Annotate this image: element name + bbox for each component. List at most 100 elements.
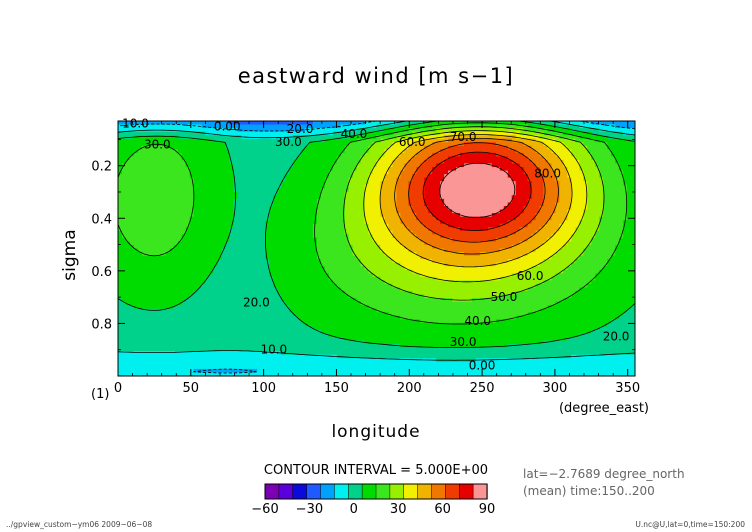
contour-fill-cell: [591, 135, 596, 140]
contour-fill-cell: [583, 135, 588, 140]
contour-fill-cell: [213, 195, 219, 200]
contour-fill-cell: [165, 174, 171, 179]
contour-fill-cell: [575, 184, 580, 189]
contour-fill-cell: [400, 184, 405, 189]
contour-fill-cell: [475, 227, 481, 232]
contour-fill-cell: [141, 167, 147, 172]
contour-fill-cell: [213, 159, 219, 165]
contour-fill-cell: [507, 227, 513, 232]
contour-fill-cell: [118, 195, 123, 200]
contour-fill-cell: [336, 145, 342, 150]
contour-fill-cell: [332, 202, 338, 207]
contour-fill-cell: [563, 237, 568, 243]
contour-fill-cell: [539, 198, 545, 204]
contour-fill-cell: [205, 241, 211, 246]
contour-fill-cell: [165, 206, 171, 211]
contour-fill-cell: [312, 198, 318, 204]
contour-fill-cell: [269, 121, 274, 126]
contour-fill-cell: [225, 188, 230, 193]
contour-fill-cell: [499, 227, 505, 232]
contour-fill-cell: [173, 230, 179, 235]
contour-fill-cell: [467, 213, 473, 218]
contour-fill-cell: [491, 234, 497, 239]
contour-fill-cell: [157, 223, 163, 228]
contour-fill-cell: [432, 206, 437, 211]
contour-fill-cell: [567, 252, 572, 257]
contour-fill-cell: [424, 121, 429, 126]
contour-fill-cell: [253, 121, 258, 126]
contour-fill-cell: [281, 241, 286, 246]
contour-fill-cell: [416, 209, 421, 214]
contour-fill-cell: [463, 216, 469, 221]
contour-fill-cell: [487, 163, 493, 168]
contour-fill-cell: [595, 174, 600, 179]
contour-fill-cell: [340, 252, 346, 257]
contour-fill-cell: [197, 191, 203, 196]
contour-fill-cell: [444, 145, 449, 150]
contour-fill-cell: [181, 227, 187, 232]
contour-fill-cell: [324, 167, 330, 172]
contour-fill-cell: [149, 206, 155, 211]
contour-fill-cell: [428, 177, 433, 182]
contour-fill-cell: [324, 135, 330, 140]
contour-fill-cell: [523, 145, 529, 150]
contour-fill-cell: [511, 149, 517, 154]
contour-fill-cell: [420, 206, 425, 211]
contour-fill-cell: [308, 230, 314, 235]
contour-fill-cell: [603, 149, 608, 154]
contour-fill-cell: [344, 138, 350, 143]
contour-fill-cell: [193, 241, 199, 246]
contour-fill-cell: [619, 237, 624, 243]
contour-fill-cell: [173, 156, 179, 161]
contour-fill-cell: [599, 223, 604, 228]
contour-fill-cell: [352, 248, 358, 253]
contour-fill-cell: [145, 149, 151, 154]
contour-fill-cell: [129, 213, 135, 218]
contour-fill-cell: [121, 135, 127, 140]
contour-fill-cell: [121, 213, 127, 218]
contour-fill-cell: [571, 181, 576, 186]
contour-fill-cell: [241, 223, 246, 228]
contour-fill-cell: [213, 131, 219, 136]
contour-fill-cell: [121, 138, 127, 143]
contour-fill-cell: [416, 195, 421, 200]
contour-fill-cell: [157, 167, 163, 172]
contour-fill-cell: [133, 152, 139, 158]
contour-fill-cell: [372, 209, 378, 214]
contour-fill-cell: [515, 223, 521, 228]
contour-fill-cell: [312, 191, 318, 196]
contour-fill-cell: [388, 191, 394, 196]
contour-fill-cell: [348, 135, 354, 140]
contour-fill-cell: [559, 184, 565, 189]
contour-fill-cell: [145, 234, 151, 239]
contour-fill-cell: [539, 248, 545, 253]
contour-fill-cell: [487, 244, 493, 250]
contour-fill-cell: [277, 227, 282, 232]
contour-fill-cell: [304, 237, 310, 243]
contour-fill-cell: [137, 149, 143, 154]
contour-fill-cell: [543, 159, 549, 165]
contour-fill-cell: [563, 149, 568, 154]
contour-fill-cell: [483, 131, 489, 136]
contour-fill-cell: [157, 145, 163, 150]
contour-fill-cell: [169, 142, 175, 147]
contour-fill-cell: [225, 241, 230, 246]
contour-fill-cell: [471, 142, 477, 147]
contour-fill-cell: [463, 149, 469, 154]
contour-fill-cell: [388, 159, 394, 165]
contour-fill-cell: [503, 184, 509, 189]
contour-fill-cell: [348, 209, 354, 214]
contour-fill-cell: [308, 202, 314, 207]
contour-fill-cell: [440, 252, 445, 257]
contour-fill-cell: [320, 167, 326, 172]
contour-fill-cell: [420, 149, 425, 154]
contour-fill-cell: [364, 177, 370, 182]
contour-fill-cell: [499, 252, 505, 257]
contour-fill-cell: [539, 244, 545, 250]
contour-fill-cell: [627, 152, 632, 158]
contour-fill-cell: [245, 156, 250, 161]
contour-fill-cell: [169, 191, 175, 196]
contour-fill-cell: [380, 198, 386, 204]
contour-fill-cell: [543, 216, 549, 221]
contour-fill-cell: [201, 138, 207, 143]
